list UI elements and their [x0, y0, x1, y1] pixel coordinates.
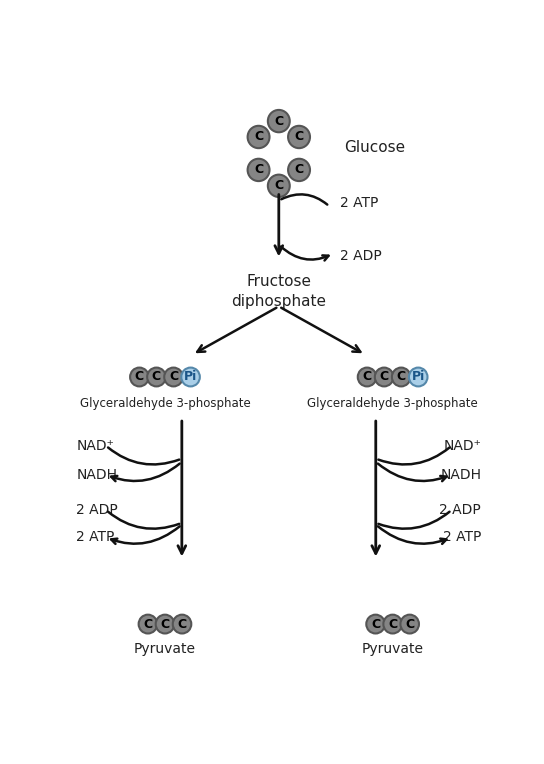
- Ellipse shape: [409, 367, 428, 387]
- Text: 2 ATP: 2 ATP: [340, 196, 378, 210]
- Ellipse shape: [392, 367, 410, 387]
- Ellipse shape: [358, 367, 376, 387]
- Text: C: C: [143, 617, 152, 630]
- Text: C: C: [274, 115, 283, 128]
- Ellipse shape: [288, 126, 310, 148]
- Text: NAD⁺: NAD⁺: [443, 439, 481, 453]
- Text: 2 ADP: 2 ADP: [340, 249, 382, 264]
- Ellipse shape: [268, 110, 290, 132]
- Ellipse shape: [248, 126, 269, 148]
- Text: Pi: Pi: [184, 371, 197, 384]
- Text: 2 ATP: 2 ATP: [76, 530, 115, 545]
- Text: Pi: Pi: [412, 371, 425, 384]
- Text: C: C: [169, 371, 178, 384]
- Text: NADH: NADH: [440, 468, 481, 482]
- Text: 2 ADP: 2 ADP: [440, 503, 481, 517]
- Ellipse shape: [130, 367, 149, 387]
- Text: Glyceraldehyde 3-phosphate: Glyceraldehyde 3-phosphate: [79, 397, 250, 410]
- Text: NAD⁺: NAD⁺: [76, 439, 114, 453]
- Ellipse shape: [173, 615, 191, 633]
- Text: C: C: [405, 617, 415, 630]
- Text: Glucose: Glucose: [344, 140, 405, 155]
- Text: 2 ATP: 2 ATP: [443, 530, 481, 545]
- Text: 2 ADP: 2 ADP: [76, 503, 118, 517]
- Ellipse shape: [268, 175, 290, 197]
- Text: C: C: [371, 617, 380, 630]
- Text: Pyruvate: Pyruvate: [362, 643, 424, 656]
- Ellipse shape: [147, 367, 166, 387]
- Text: C: C: [380, 371, 388, 384]
- Text: C: C: [388, 617, 397, 630]
- Text: C: C: [152, 371, 161, 384]
- Ellipse shape: [384, 615, 402, 633]
- Ellipse shape: [366, 615, 385, 633]
- Text: C: C: [274, 180, 283, 193]
- Text: C: C: [160, 617, 170, 630]
- Ellipse shape: [164, 367, 183, 387]
- Text: Pyruvate: Pyruvate: [134, 643, 196, 656]
- Text: Fructose
diphosphate: Fructose diphosphate: [231, 274, 326, 309]
- Ellipse shape: [375, 367, 393, 387]
- Text: C: C: [254, 163, 263, 176]
- Ellipse shape: [181, 367, 200, 387]
- Ellipse shape: [156, 615, 174, 633]
- Ellipse shape: [288, 159, 310, 181]
- Text: C: C: [397, 371, 406, 384]
- Text: C: C: [177, 617, 187, 630]
- Text: NADH: NADH: [76, 468, 118, 482]
- Text: C: C: [254, 131, 263, 144]
- Ellipse shape: [400, 615, 419, 633]
- Text: Glyceraldehyde 3-phosphate: Glyceraldehyde 3-phosphate: [307, 397, 478, 410]
- Text: C: C: [294, 131, 304, 144]
- Ellipse shape: [139, 615, 157, 633]
- Ellipse shape: [248, 159, 269, 181]
- Text: C: C: [135, 371, 144, 384]
- Text: C: C: [294, 163, 304, 176]
- Text: C: C: [362, 371, 372, 384]
